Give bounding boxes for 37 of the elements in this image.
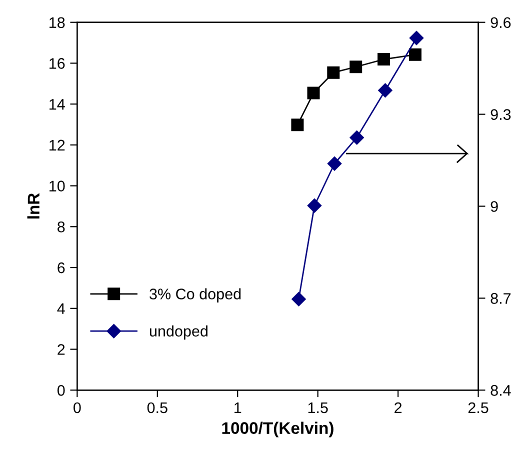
point — [307, 86, 320, 100]
x-tick-label: 2.5 — [468, 402, 488, 414]
y-tick-label: 8 — [58, 222, 65, 232]
point — [378, 83, 392, 98]
y-tick-label: 2 — [58, 344, 65, 355]
point — [292, 292, 306, 306]
x-axis-title: 1000/T(Kelvin) — [222, 422, 334, 438]
y-axis-title: lnR — [27, 193, 40, 218]
point — [350, 60, 362, 74]
x-tick-label: 0 — [74, 402, 81, 414]
y-tick-label: 10 — [50, 180, 65, 192]
point — [350, 130, 364, 145]
point — [327, 66, 340, 79]
y2-tick-label: 9.6 — [490, 17, 511, 28]
point — [409, 30, 424, 46]
point — [408, 48, 422, 61]
y-tick-label: 12 — [50, 140, 65, 150]
y2-tick-label: 9 — [490, 201, 498, 212]
y2-tick-label: 8.7 — [490, 293, 511, 304]
legend-label: 3% Co doped — [150, 288, 241, 302]
point — [327, 156, 342, 171]
y2-tick-label: 9.3 — [490, 109, 511, 120]
point — [378, 53, 390, 66]
y-tick-label: 0 — [57, 385, 65, 396]
x-tick-label: 1 — [234, 402, 242, 414]
y-tick-label: 14 — [50, 99, 65, 110]
y2-tick-label: 8.4 — [490, 385, 511, 396]
point — [307, 198, 322, 213]
y-tick-label: 18 — [50, 17, 65, 28]
y-tick-label: 4 — [57, 303, 65, 314]
x-tick-label: 1.5 — [308, 402, 328, 414]
x-tick-label: 0.5 — [147, 402, 168, 414]
x-tick-label: 2 — [394, 402, 402, 414]
y-tick-label: 16 — [50, 58, 65, 69]
point — [291, 118, 304, 132]
legend-label: undoped — [150, 325, 208, 340]
y-tick-label: 6 — [58, 262, 65, 274]
